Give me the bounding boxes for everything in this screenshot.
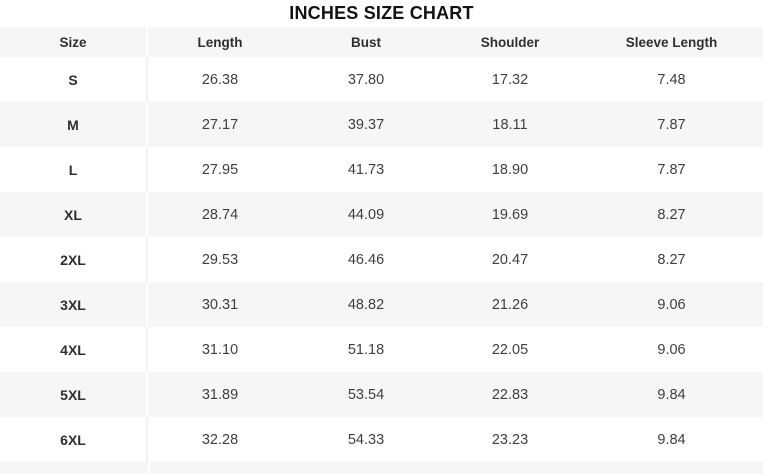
- table-row: XL 28.74 44.09 19.69 8.27: [0, 192, 763, 237]
- bust-cell: 53.54: [292, 372, 440, 417]
- table-row: M 27.17 39.37 18.11 7.87: [0, 102, 763, 147]
- column-divider: [148, 462, 150, 474]
- size-cell: M: [0, 102, 148, 147]
- table-row: 5XL 31.89 53.54 22.83 9.84: [0, 372, 763, 417]
- sleeve-length-cell: 9.84: [580, 417, 763, 462]
- bust-cell: 37.80: [292, 57, 440, 102]
- length-cell: 28.74: [148, 192, 292, 237]
- bust-cell: 46.46: [292, 237, 440, 282]
- column-header-size: Size: [0, 27, 148, 57]
- bust-cell: 48.82: [292, 282, 440, 327]
- shoulder-cell: 18.90: [440, 147, 580, 192]
- bust-cell: 44.09: [292, 192, 440, 237]
- column-header-shoulder: Shoulder: [440, 27, 580, 57]
- shoulder-cell: 18.11: [440, 102, 580, 147]
- table-row: 4XL 31.10 51.18 22.05 9.06: [0, 327, 763, 372]
- column-header-length: Length: [148, 27, 292, 57]
- column-header-bust: Bust: [292, 27, 440, 57]
- bust-cell: 51.18: [292, 327, 440, 372]
- size-cell: L: [0, 147, 148, 192]
- sleeve-length-cell: 7.48: [580, 57, 763, 102]
- shoulder-cell: 22.05: [440, 327, 580, 372]
- sleeve-length-cell: 8.27: [580, 192, 763, 237]
- shoulder-cell: 21.26: [440, 282, 580, 327]
- size-cell: 2XL: [0, 237, 148, 282]
- size-cell: 4XL: [0, 327, 148, 372]
- sleeve-length-cell: 9.06: [580, 327, 763, 372]
- bust-cell: 41.73: [292, 147, 440, 192]
- page-title: INCHES SIZE CHART: [289, 3, 474, 23]
- length-cell: 27.95: [148, 147, 292, 192]
- shoulder-cell: 23.23: [440, 417, 580, 462]
- table-row: 6XL 32.28 54.33 23.23 9.84: [0, 417, 763, 462]
- shoulder-cell: 22.83: [440, 372, 580, 417]
- table-row: 3XL 30.31 48.82 21.26 9.06: [0, 282, 763, 327]
- shoulder-cell: 19.69: [440, 192, 580, 237]
- length-cell: 31.10: [148, 327, 292, 372]
- length-cell: 26.38: [148, 57, 292, 102]
- length-cell: 30.31: [148, 282, 292, 327]
- length-cell: 29.53: [148, 237, 292, 282]
- bust-cell: 39.37: [292, 102, 440, 147]
- table-row: S 26.38 37.80 17.32 7.48: [0, 57, 763, 102]
- size-cell: 5XL: [0, 372, 148, 417]
- size-chart-table: Size Length Bust Shoulder Sleeve Length …: [0, 27, 763, 462]
- sleeve-length-cell: 8.27: [580, 237, 763, 282]
- length-cell: 32.28: [148, 417, 292, 462]
- sleeve-length-cell: 9.06: [580, 282, 763, 327]
- header-row: Size Length Bust Shoulder Sleeve Length: [0, 27, 763, 57]
- sleeve-length-cell: 9.84: [580, 372, 763, 417]
- column-header-sleeve-length: Sleeve Length: [580, 27, 763, 57]
- length-cell: 27.17: [148, 102, 292, 147]
- partial-next-row: [0, 462, 763, 474]
- size-cell: S: [0, 57, 148, 102]
- sleeve-length-cell: 7.87: [580, 147, 763, 192]
- length-cell: 31.89: [148, 372, 292, 417]
- bust-cell: 54.33: [292, 417, 440, 462]
- table-row: 2XL 29.53 46.46 20.47 8.27: [0, 237, 763, 282]
- table-row: L 27.95 41.73 18.90 7.87: [0, 147, 763, 192]
- size-cell: XL: [0, 192, 148, 237]
- size-cell: 3XL: [0, 282, 148, 327]
- shoulder-cell: 20.47: [440, 237, 580, 282]
- size-cell: 6XL: [0, 417, 148, 462]
- shoulder-cell: 17.32: [440, 57, 580, 102]
- sleeve-length-cell: 7.87: [580, 102, 763, 147]
